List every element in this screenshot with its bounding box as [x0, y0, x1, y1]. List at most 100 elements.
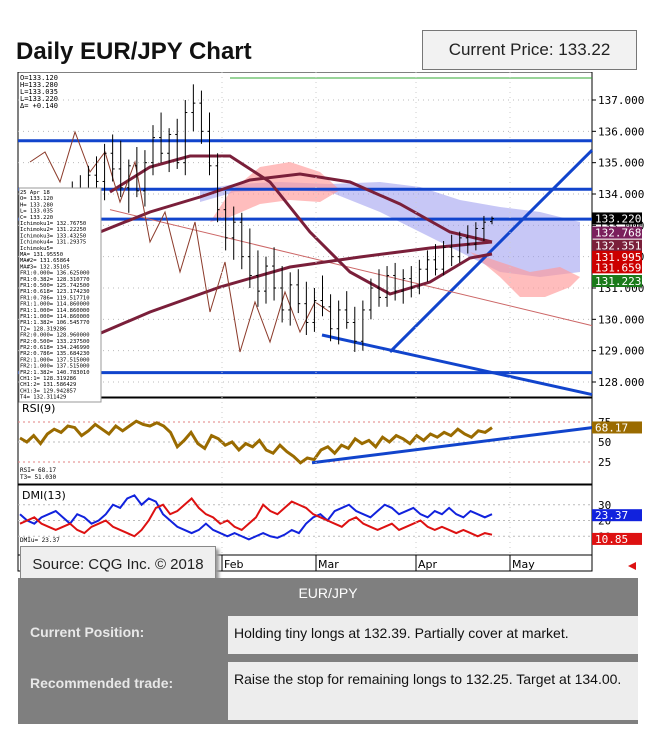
- info-panel-line: Ichimoku1= 132.76750: [20, 221, 86, 227]
- price-tick-label: 137.000: [598, 94, 644, 107]
- info-panel-line: MA= 131.95550: [20, 252, 63, 258]
- info-panel-line: O= 133.120: [20, 196, 53, 202]
- rsi-line: [19, 419, 493, 465]
- ichimoku-cloud-red: [210, 162, 340, 222]
- chikou-span: [29, 130, 331, 353]
- info-panel-line: T2= 128.319286: [20, 326, 66, 332]
- chart-title: Daily EUR/JPY Chart: [16, 38, 252, 65]
- month-label: Apr: [418, 558, 438, 571]
- info-panel-line: FR2:0.618= 134.246990: [20, 345, 90, 351]
- info-panel-line: Ichimoku2= 131.22250: [20, 227, 86, 233]
- info-panel-line: FR1:1.000= 114.860000: [20, 314, 90, 320]
- info-panel-line: FR1:1.000= 114.860000: [20, 302, 90, 308]
- info-panel-line: T4= 132.311429: [20, 395, 66, 401]
- info-panel-line: MA#2= 131.65864: [20, 258, 70, 264]
- info-panel-line: Ichimoku3= 133.43250: [20, 233, 86, 239]
- ohlc-header-line: L=133.220: [20, 95, 58, 103]
- dmi-minus-line: [19, 496, 493, 538]
- info-panel-line: FR2:0.786= 135.684230: [20, 351, 90, 357]
- rsi-bottom-label: T3= 51.030: [20, 474, 57, 481]
- info-panel-line: FR2:1.382= 140.783010: [20, 370, 90, 376]
- dmi-plus-label: 23.37: [595, 509, 628, 522]
- source-label: Source: CQG Inc. © 2018: [20, 546, 216, 582]
- info-panel-line: FR2:0.500= 133.237500: [20, 339, 90, 345]
- price-tag-bg: [592, 226, 642, 239]
- panel-header: EUR/JPY: [298, 585, 358, 601]
- info-panel-line: C= 133.220: [20, 215, 53, 221]
- recommended-trade-value: Raise the stop for remaining longs to 13…: [228, 662, 638, 720]
- rsi-axis-label: 50: [598, 436, 611, 449]
- price-tag-bg: [592, 250, 642, 263]
- scroll-arrow-icon: [628, 562, 636, 570]
- month-label: Feb: [224, 558, 243, 571]
- price-tick-label: 129.000: [598, 345, 644, 358]
- info-panel-line: Ichimoku5=: [20, 246, 54, 252]
- ohlc-header-line: H=133.280: [20, 81, 58, 89]
- dmi-plus-line: [19, 494, 493, 541]
- price-tick-label: 134.000: [598, 188, 644, 201]
- info-panel-line: FR1:0.618= 123.174230: [20, 289, 90, 295]
- month-label: May: [512, 558, 535, 571]
- rsi-trendline: [311, 426, 593, 465]
- price-tag-label: 133.220: [595, 212, 641, 225]
- channel-line: [109, 209, 593, 327]
- info-panel-line: L= 133.035: [20, 209, 53, 215]
- eur-jpy-chart: 137.000136.000135.000134.000133.000132.0…: [17, 72, 644, 572]
- rsi-pane: [17, 397, 593, 485]
- price-tag-label: 131.659: [595, 261, 641, 274]
- info-panel-line: FR1:0.786= 119.517710: [20, 295, 90, 301]
- info-panel-line: H= 133.280: [20, 202, 53, 208]
- price-tag-bg: [592, 261, 642, 274]
- info-panel-line: FR2:1.000= 137.515000: [20, 364, 90, 370]
- info-panel-line: 25 Apr 18: [20, 190, 50, 196]
- rsi-label: RSI(9): [22, 402, 55, 415]
- current-price-box: Current Price: 133.22: [422, 30, 637, 70]
- info-panel-line: FR1:1.000= 114.860000: [20, 308, 90, 314]
- current-position-label: Current Position:: [30, 624, 145, 640]
- uptrend-line: [388, 149, 594, 353]
- recommended-trade-label: Recommended trade:: [30, 675, 174, 691]
- price-tag-label: 132.768: [595, 227, 641, 240]
- ichimoku-cloud-red-right: [470, 252, 580, 297]
- ma-mid: [99, 172, 493, 244]
- info-panel-line: MA#3= 132.35105: [20, 264, 70, 270]
- price-tick-label: 135.000: [598, 157, 644, 170]
- price-tag-label: 131.995: [595, 251, 641, 264]
- price-tick-label: 130.000: [598, 313, 644, 326]
- price-tag-label: 131.223: [595, 275, 641, 288]
- rsi-last-tag: [592, 421, 642, 434]
- price-tag-label: 132.351: [595, 240, 641, 253]
- downtrend-line: [321, 333, 593, 396]
- current-position-value: Holding tiny longs at 132.39. Partially …: [228, 616, 638, 654]
- candles: [38, 84, 494, 352]
- price-tag-bg: [592, 239, 642, 252]
- dmi-minus-tag: [592, 532, 642, 545]
- info-panel-bg: [18, 187, 102, 403]
- dmi-bottom-label: DMIu= 23.37: [20, 537, 60, 544]
- info-panel-line: CH1:2= 131.586429: [20, 382, 76, 388]
- rsi-last-label: 68.17: [595, 421, 628, 434]
- rsi-axis-label: 25: [598, 456, 611, 469]
- info-panel-line: FR2:0.000= 128.960000: [20, 333, 90, 339]
- price-tick-label: 128.000: [598, 376, 644, 389]
- ichimoku-cloud-blue: [200, 182, 580, 277]
- info-panel-line: FR1:0.000= 136.625000: [20, 271, 90, 277]
- ohlc-header-line: O=133.120: [20, 74, 58, 82]
- info-panel-line: FR2:1.000= 137.515000: [20, 357, 90, 363]
- info-panel-line: CH1:1= 128.319286: [20, 376, 76, 382]
- dmi-axis-label: 30: [598, 499, 611, 512]
- info-panel-line: Ichimoku4= 131.29375: [20, 240, 86, 246]
- price-tag-bg: [592, 212, 642, 225]
- info-panel-line: FR1:0.500= 125.742500: [20, 283, 90, 289]
- dmi-minus-label: 10.85: [595, 533, 628, 546]
- ohlc-header-line: Δ= +0.140: [20, 102, 58, 110]
- month-label: Mar: [318, 558, 339, 571]
- trade-panel: EUR/JPY Current Position: Holding tiny l…: [18, 578, 638, 724]
- info-panel-line: FR1:0.382= 128.310770: [20, 277, 90, 283]
- price-tick-label: 136.000: [598, 125, 644, 138]
- ohlc-header-line: L=133.035: [20, 88, 58, 96]
- rsi-bottom-label: RSI= 68.17: [20, 467, 57, 474]
- price-tag-bg: [592, 275, 642, 288]
- info-panel-line: CH1:3= 129.942857: [20, 388, 76, 394]
- dmi-plus-tag: [592, 509, 642, 522]
